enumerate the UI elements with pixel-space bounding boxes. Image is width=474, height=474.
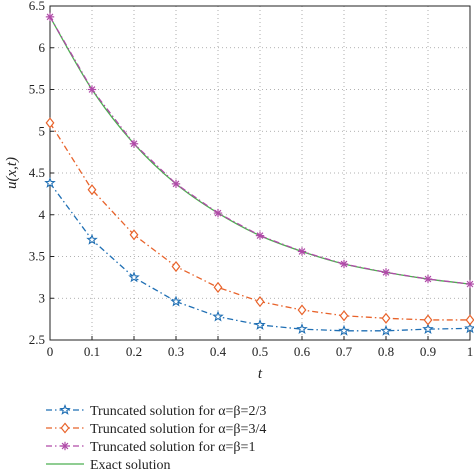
y-tick-label: 3.5 (29, 249, 45, 264)
data-point-marker (129, 229, 139, 241)
data-point-marker (212, 310, 224, 322)
data-point-marker (87, 85, 97, 94)
data-point-marker (423, 314, 433, 326)
x-tick-label: 0.5 (252, 344, 268, 359)
x-tick-label: 0.2 (126, 344, 142, 359)
y-tick-label: 5.5 (29, 82, 45, 97)
legend-item: Exact solution (46, 458, 171, 473)
y-axis-label: u(x,t) (4, 157, 20, 189)
y-tick-label: 6 (39, 40, 46, 55)
data-point-marker (297, 247, 307, 256)
series-1 (44, 176, 474, 336)
x-tick-label: 0.1 (84, 344, 100, 359)
data-point-marker (464, 322, 474, 334)
data-point-marker (60, 422, 70, 434)
data-point-marker (128, 271, 140, 283)
series-2 (45, 117, 474, 326)
data-point-marker (45, 12, 55, 22)
series-line (49, 16, 471, 285)
legend-label: Truncated solution for α=β=2/3 (90, 404, 266, 419)
data-point-marker (465, 314, 474, 326)
series-line (49, 182, 471, 332)
y-tick-label: 5 (39, 123, 46, 138)
x-tick-label: 0 (47, 344, 54, 359)
data-point-marker (339, 310, 349, 322)
x-tick-label: 0.3 (168, 344, 184, 359)
data-point-marker (60, 441, 70, 451)
legend-item: Truncated solution for α=β=2/3 (46, 403, 266, 419)
legend-label: Truncated solution for α=β=3/4 (90, 422, 266, 437)
data-point-marker (86, 233, 98, 245)
series-3 (45, 12, 474, 289)
data-point-marker (255, 296, 265, 308)
x-tick-label: 0.6 (294, 344, 311, 359)
legend-label: Exact solution (90, 458, 171, 473)
series-layer (44, 12, 474, 336)
data-point-marker (423, 274, 433, 284)
data-point-marker (338, 324, 350, 336)
x-tick-label: 0.4 (210, 344, 227, 359)
data-point-marker (45, 117, 55, 129)
legend-item: Truncated solution for α=β=3/4 (46, 422, 266, 437)
data-point-marker (422, 323, 434, 335)
x-axis-label: t (258, 366, 263, 382)
data-point-marker (171, 260, 181, 273)
data-point-marker (171, 179, 181, 189)
data-point-marker (213, 208, 223, 218)
legend-item: Truncated solution for α=β=1 (46, 440, 255, 455)
y-tick-label: 4.5 (29, 165, 45, 180)
legend: Truncated solution for α=β=2/3 Truncated … (46, 403, 266, 473)
legend-label: Truncated solution for α=β=1 (90, 440, 255, 455)
y-tick-label: 3 (39, 290, 46, 305)
data-point-marker (254, 318, 266, 330)
data-point-marker (297, 304, 307, 316)
x-tick-label: 0.7 (336, 344, 353, 359)
data-point-marker (129, 139, 139, 148)
data-point-marker (255, 231, 265, 240)
x-tick-label: 0.9 (420, 344, 436, 359)
y-tick-label: 6.5 (29, 0, 45, 13)
data-point-marker (381, 312, 391, 324)
x-tick-label: 1 (467, 344, 474, 359)
axis-ticks: 0 0.1 0.2 0.3 0.4 0.5 0.6 0.7 0.8 0.9 1 2.5 3 3.5 4 4.5… (29, 0, 474, 359)
data-point-marker (380, 324, 392, 336)
data-point-marker (44, 176, 56, 188)
data-point-marker (381, 268, 391, 277)
data-point-marker (465, 279, 474, 289)
data-point-marker (339, 259, 349, 269)
data-point-marker (59, 403, 71, 415)
y-tick-label: 2.5 (29, 332, 45, 347)
data-point-marker (213, 281, 223, 293)
data-point-marker (170, 295, 182, 307)
grid (50, 6, 470, 340)
x-tick-label: 0.8 (378, 344, 394, 359)
y-tick-label: 4 (39, 207, 46, 222)
data-point-marker (87, 184, 97, 196)
data-point-marker (296, 323, 308, 335)
